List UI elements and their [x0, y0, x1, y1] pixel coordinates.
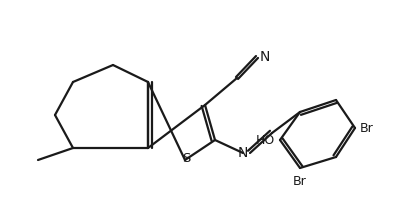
- Text: N: N: [238, 146, 248, 160]
- Text: Br: Br: [293, 175, 307, 188]
- Text: S: S: [182, 152, 190, 166]
- Text: HO: HO: [256, 134, 275, 146]
- Text: Br: Br: [360, 121, 374, 135]
- Text: N: N: [260, 50, 270, 64]
